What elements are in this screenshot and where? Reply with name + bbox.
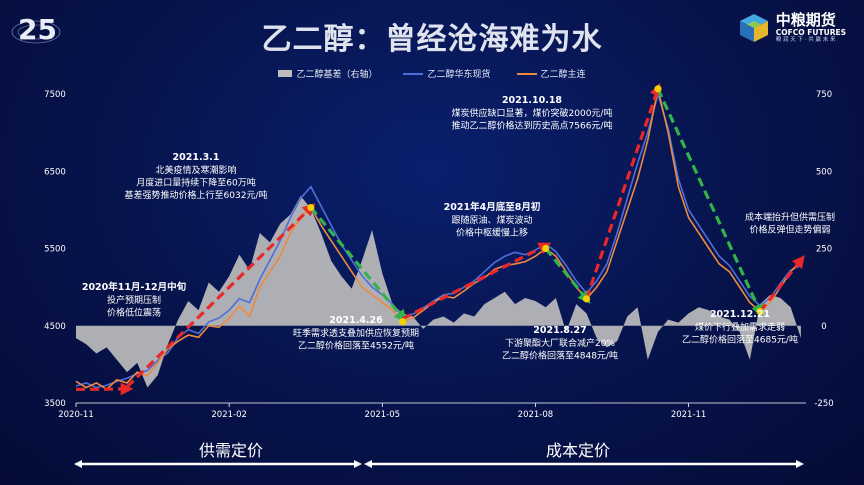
trend-arrow-down-3 [656,88,764,318]
x-tick-label: 2021-11 [671,410,707,420]
y-left-tick-label: 5500 [44,245,66,255]
series-line-east-china-spot [75,91,802,389]
x-tick-label: 2021-08 [518,410,554,420]
annotation-date: 2021.4.26 [329,315,383,326]
legend-item-spread: 乙二醇基差（右轴） [278,67,377,80]
point-2021-4-26 [399,318,407,326]
annotation-text: 乙二醇价格回落至4848元/吨 [502,350,618,362]
point-2021-3-1 [307,203,315,212]
chart-legend: 乙二醇基差（右轴） 乙二醇华东现货 乙二醇主连 [0,67,864,80]
point-2021-8-27 [582,295,591,303]
page-title: 乙二醇：曾经沧海难为水 [261,22,603,57]
annotation-text: 北美疫情及寒潮影响 [155,164,236,176]
trend-arrow-down-1 [309,206,407,323]
phase-label-cost: 成本定价 [546,441,611,460]
y-left-tick-label: 4500 [44,322,66,332]
series-line-main-contract [75,88,802,391]
brand-logo: 中粮期货 COFCO FUTURES 粮 润 天 下 · 共 赢 未 来 [737,12,846,44]
annotation-text: 煤价下行叠加需求走弱 [695,321,785,333]
logo-25-text: 25 [18,13,57,46]
brand-slogan: 粮 润 天 下 · 共 赢 未 来 [775,37,836,43]
point-aug-peak [542,244,550,253]
trend-arrow-up-3 [401,242,552,321]
brand-name-cn: 中粮期货 [775,11,836,29]
annotation-date: 2021.8.27 [533,325,587,336]
legend-swatch-spread [278,70,293,77]
brand-name-en: COFCO FUTURES [775,28,846,37]
x-tick-label: 2020-11 [58,410,94,420]
spread-area [76,195,801,388]
trend-arrow-down-2 [544,247,591,304]
y-right-tick-label: 250 [816,245,832,255]
annotation-text: 推动乙二醇价格达到历史高点7566元/吨 [452,120,613,132]
legend-label-spot: 乙二醇华东现货 [427,70,491,80]
annotation-text: 月度进口量持续下降至60万吨 [136,177,255,189]
trend-arrow-up-2 [125,203,316,389]
x-tick-label: 2021-02 [211,410,247,420]
phase-label-supply-demand: 供需定价 [199,441,264,460]
legend-swatch-spot [403,72,424,75]
annotation-date: 2020年11月-12月中旬 [82,281,187,293]
annotation-text: 下游聚酯大厂联合减产20% [505,337,615,349]
legend-label-main: 乙二醇主连 [540,70,586,80]
point-2021-12-21 [756,307,764,316]
annotation-text: 跟随原油、煤炭波动 [451,214,532,226]
y-right-tick-label: 500 [816,167,832,177]
annotation-text: 价格中枢缓慢上移 [456,227,528,239]
annotation-text: 乙二醇价格回落至4685元/吨 [682,334,798,346]
y-left-tick-label: 6500 [44,167,66,177]
annotation-text: 价格低位震荡 [107,307,161,319]
y-right-tick-label: -250 [814,399,833,409]
point-2021-10-18 [654,85,662,93]
anniversary-25-logo: 25 [11,13,61,46]
legend-item-spot: 乙二醇华东现货 [403,67,491,80]
x-tick-label: 2021-05 [365,410,401,420]
annotation-date: 2021.3.1 [173,152,220,163]
legend-label-spread: 乙二醇基差（右轴） [296,70,378,80]
annotation-text: 基差强势推动价格上行至6032元/吨 [125,189,268,201]
trend-arrow-up-5 [758,255,805,313]
annotation-date: 2021.12.21 [710,309,770,320]
y-left-tick-label: 3500 [44,399,66,409]
y-right-tick-label: 750 [816,90,832,100]
annotation-date: 2021年4月底至8月初 [444,201,541,213]
annotation-text: 投产预期压制 [107,294,161,306]
legend-item-main: 乙二醇主连 [516,67,586,80]
annotation-text: 煤炭供应缺口显著，煤价突破2000元/吨 [452,107,613,119]
annotation-text: 价格反弹但走势偏弱 [749,224,830,236]
y-left-tick-label: 7500 [44,90,66,100]
annotation-text: 成本端抬升但供需压制 [745,211,835,223]
legend-swatch-main [516,72,537,75]
cofco-logo-icon [739,14,768,42]
annotation-text: 乙二醇价格回落至4552元/吨 [298,340,414,352]
annotation-date: 2021.10.18 [502,95,562,106]
y-right-tick-label: 0 [821,322,826,332]
trend-arrow-up-4 [584,82,662,300]
annotation-text: 旺季需求透支叠加供应恢复预期 [293,327,419,339]
